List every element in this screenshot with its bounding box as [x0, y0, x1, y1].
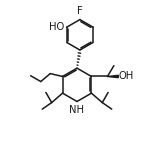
- Polygon shape: [107, 75, 118, 78]
- Text: F: F: [77, 6, 83, 16]
- Text: OH: OH: [119, 71, 134, 81]
- Text: HO: HO: [49, 22, 65, 32]
- Text: NH: NH: [69, 105, 85, 115]
